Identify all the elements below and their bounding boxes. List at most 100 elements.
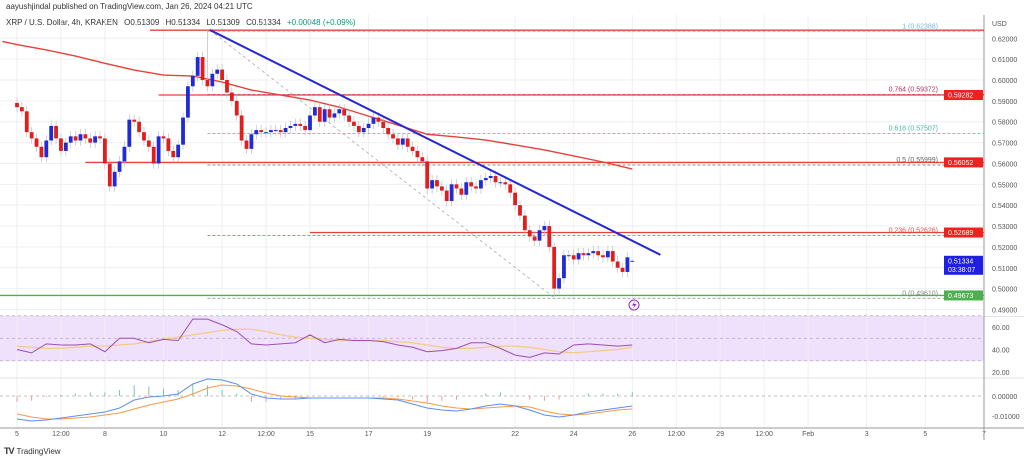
rsi-tick-label: 20.00: [992, 370, 1010, 377]
candle-body: [303, 125, 308, 131]
candle-body: [229, 92, 234, 101]
tradingview-logo[interactable]: TV TradingView: [4, 446, 61, 456]
candle-body: [93, 136, 98, 143]
candle-body: [630, 260, 635, 262]
rsi-tick-label: 40.00: [992, 348, 1010, 355]
price-tick-label: 0.57000: [992, 141, 1017, 148]
symbol-name[interactable]: XRP / U.S. Dollar, 4h, KRAKEN: [6, 18, 118, 27]
time-tick-label: 19: [423, 431, 431, 438]
candle-body: [605, 251, 610, 258]
candle-body: [596, 251, 601, 256]
candle-body: [332, 113, 337, 118]
candle-body: [234, 100, 239, 116]
price-badge-text: 0.51334: [948, 258, 973, 265]
candle-body: [161, 136, 166, 139]
candle-body: [83, 134, 88, 139]
fib-level-label: 0.236 (0.52626): [889, 227, 938, 234]
candle-body: [513, 192, 517, 206]
candle-body: [356, 125, 361, 133]
candle-body: [503, 182, 508, 185]
candle-body: [601, 255, 605, 258]
candle-body: [68, 136, 73, 143]
time-tick-label: 10: [160, 431, 168, 438]
candle-body: [547, 226, 552, 247]
price-tick-label: 0.59000: [992, 99, 1017, 106]
price-tick-label: 0.51000: [992, 266, 1017, 273]
candle-body: [430, 180, 434, 189]
candle-body: [337, 109, 342, 114]
candle-body: [39, 146, 44, 158]
time-tick-label: 15: [306, 431, 314, 438]
candle-body: [186, 86, 190, 118]
fib-level-label: 0.618 (0.57507): [889, 126, 938, 133]
candle-body: [342, 109, 347, 116]
candle-body: [98, 136, 102, 139]
publisher-line: aayushjindal published on TradingView.co…: [6, 2, 253, 11]
price-change: +0.00048 (+0.09%): [287, 18, 356, 27]
candle-body: [586, 253, 591, 256]
time-tick-label: 12:00: [257, 431, 275, 438]
candle-body: [107, 163, 112, 187]
candle-body: [146, 140, 151, 147]
candle-body: [620, 267, 625, 272]
candle-body: [283, 127, 288, 133]
candle-body: [610, 251, 615, 262]
time-tick-label: 24: [570, 431, 578, 438]
candle-body: [225, 80, 229, 93]
descending-trendline: [209, 29, 661, 256]
candle-body: [493, 175, 498, 183]
candle-body: [327, 109, 332, 118]
time-tick-label: 29: [716, 431, 724, 438]
candle-body: [239, 115, 244, 141]
rsi-ma-line: [16, 328, 633, 354]
candle-body: [376, 117, 381, 122]
countdown-timer: 03:38:07: [948, 267, 975, 274]
time-tick-label: 26: [628, 431, 636, 438]
price-tick-label: 0.60000: [992, 78, 1017, 85]
candle-body: [34, 138, 39, 147]
price-tick-label: 0.52000: [992, 245, 1017, 252]
price-badge: [944, 255, 983, 275]
candle-body: [420, 157, 425, 162]
candle-body: [464, 182, 469, 195]
candle-body: [181, 117, 185, 145]
fib-level-label: 0.5 (0.55999): [896, 157, 938, 164]
price-tick-label: 0.50000: [992, 287, 1017, 294]
price-tick-label: 0.54000: [992, 203, 1017, 210]
time-tick-label: 22: [511, 431, 519, 438]
candle-body: [215, 69, 220, 74]
candle-body: [63, 142, 68, 151]
candle-body: [566, 255, 571, 257]
time-tick-label: 3: [865, 431, 869, 438]
time-tick-label: 12:00: [52, 431, 70, 438]
time-tick-label: 12:00: [755, 431, 773, 438]
candle-body: [571, 255, 576, 260]
candle-body: [29, 132, 34, 139]
candle-body: [508, 184, 513, 193]
price-badge: [944, 157, 983, 168]
candle-body: [483, 178, 488, 181]
candle-body: [352, 121, 356, 126]
candle-body: [254, 130, 259, 135]
ohlc-open: O0.51309: [124, 18, 160, 27]
macd-tick-label: 0.00000: [992, 394, 1017, 401]
candle-body: [625, 257, 630, 272]
price-badge: [944, 290, 983, 301]
price-tick-label: 0.53000: [992, 224, 1017, 231]
sma-line: [2, 40, 633, 170]
ohlc-high: H0.51334: [165, 18, 201, 27]
candle-body: [454, 184, 459, 189]
candle-body: [112, 171, 117, 187]
candle-body: [562, 255, 566, 279]
candle-body: [244, 140, 249, 149]
price-badge: [944, 227, 983, 238]
price-badge-text: 0.49673: [948, 293, 973, 300]
candle-body: [259, 130, 264, 133]
candle-body: [386, 127, 391, 135]
lightning-bolt-icon: [632, 301, 637, 309]
candle-body: [527, 230, 532, 237]
candle-body: [132, 119, 137, 122]
time-tick-label: 5: [923, 431, 927, 438]
candle-body: [298, 123, 303, 126]
